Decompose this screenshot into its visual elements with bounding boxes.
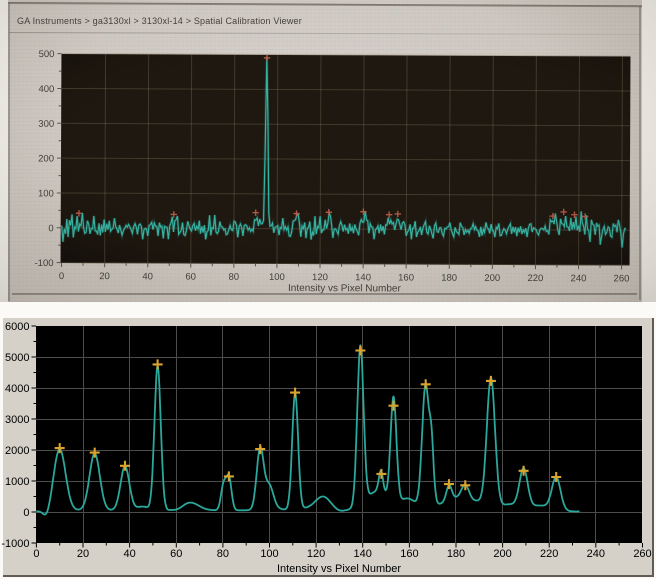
svg-text:260: 260: [614, 273, 630, 284]
svg-text:300: 300: [38, 119, 54, 130]
svg-text:0: 0: [33, 548, 39, 560]
svg-text:Intensity vs Pixel Number: Intensity vs Pixel Number: [277, 563, 401, 575]
svg-text:6000: 6000: [5, 321, 29, 333]
svg-text:400: 400: [38, 84, 54, 95]
svg-text:2000: 2000: [5, 445, 29, 457]
svg-text:240: 240: [571, 273, 587, 284]
svg-text:-100: -100: [35, 258, 54, 269]
svg-text:5000: 5000: [5, 352, 29, 364]
svg-text:180: 180: [441, 273, 457, 284]
svg-text:140: 140: [355, 272, 371, 283]
svg-text:100: 100: [38, 188, 54, 199]
svg-text:200: 200: [493, 548, 511, 560]
svg-text:220: 220: [540, 548, 558, 560]
svg-text:0: 0: [48, 223, 53, 234]
svg-text:40: 40: [123, 548, 135, 560]
svg-text:0: 0: [59, 271, 64, 282]
svg-text:1000: 1000: [5, 476, 29, 488]
svg-text:120: 120: [312, 272, 328, 283]
svg-text:220: 220: [527, 273, 543, 284]
svg-text:100: 100: [269, 272, 285, 283]
svg-text:60: 60: [170, 548, 182, 560]
svg-text:80: 80: [217, 548, 229, 560]
svg-text:140: 140: [354, 548, 372, 560]
svg-text:180: 180: [447, 548, 465, 560]
svg-text:80: 80: [228, 272, 239, 283]
svg-text:100: 100: [260, 548, 278, 560]
svg-text:60: 60: [185, 272, 196, 283]
svg-text:200: 200: [484, 273, 500, 284]
svg-text:3000: 3000: [5, 414, 29, 426]
svg-text:0: 0: [23, 507, 29, 519]
svg-text:160: 160: [398, 272, 414, 283]
svg-text:-1000: -1000: [1, 538, 29, 550]
svg-text:160: 160: [400, 548, 418, 560]
svg-text:500: 500: [39, 49, 55, 60]
svg-text:Intensity vs Pixel Number: Intensity vs Pixel Number: [288, 283, 402, 294]
svg-text:260: 260: [633, 548, 651, 560]
svg-text:40: 40: [142, 271, 153, 282]
svg-text:20: 20: [99, 271, 110, 282]
svg-text:200: 200: [38, 153, 54, 164]
svg-text:120: 120: [307, 548, 325, 560]
svg-text:240: 240: [587, 548, 605, 560]
svg-text:20: 20: [77, 548, 89, 560]
svg-text:4000: 4000: [5, 383, 29, 395]
